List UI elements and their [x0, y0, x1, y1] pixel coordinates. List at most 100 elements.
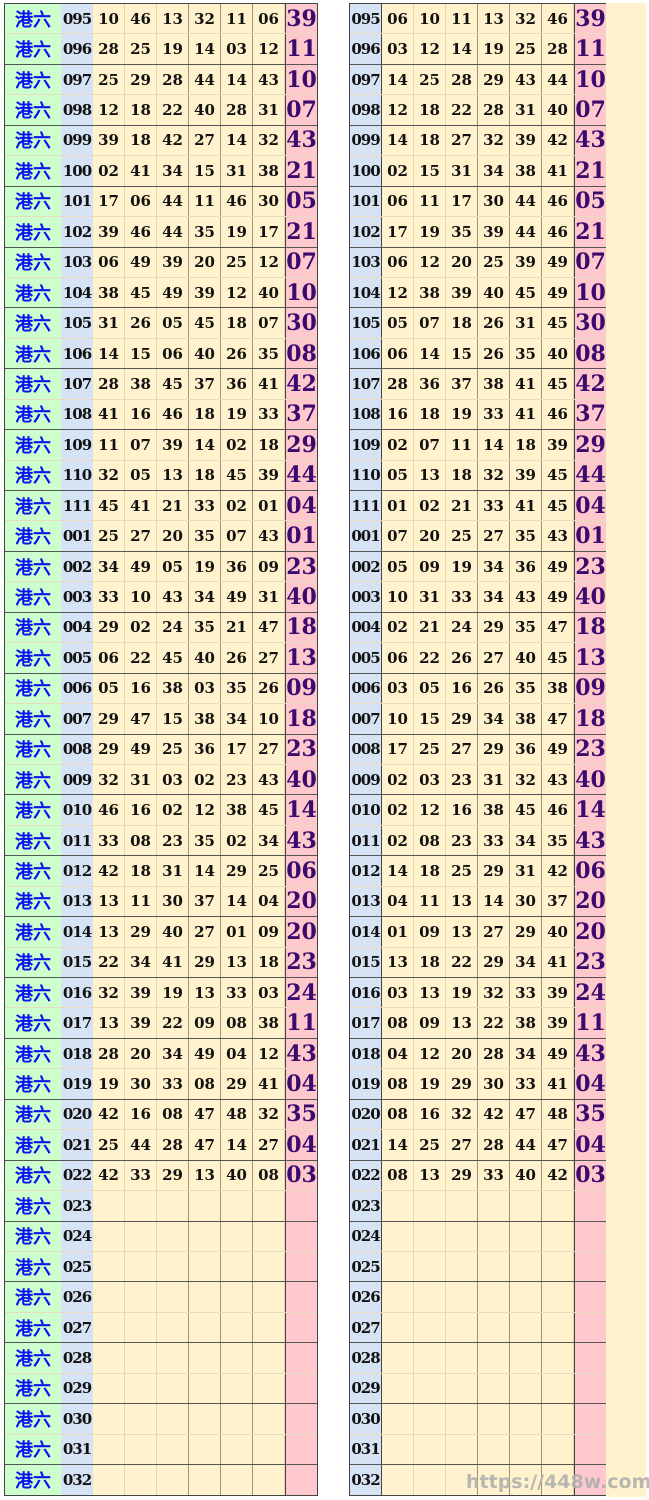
drawn-number: 03 — [382, 34, 414, 64]
lottery-label: 港六 — [5, 399, 61, 430]
drawn-number: 41 — [510, 369, 542, 399]
drawn-number: 42 — [478, 1099, 510, 1130]
drawn-number — [414, 1343, 446, 1373]
drawn-number — [414, 1282, 446, 1312]
drawn-number: 08 — [382, 1160, 414, 1191]
drawn-number: 49 — [125, 247, 157, 277]
drawn-number: 49 — [157, 277, 189, 308]
drawn-number: 19 — [446, 551, 478, 582]
issue-number: 025 — [350, 1251, 382, 1282]
drawn-number: 35 — [510, 612, 542, 643]
drawn-number: 06 — [157, 338, 189, 369]
drawn-number: 28 — [221, 95, 253, 125]
lottery-label: 港六 — [5, 704, 61, 734]
drawn-number: 16 — [446, 795, 478, 825]
special-number: 24 — [285, 978, 317, 1008]
drawn-number: 29 — [510, 917, 542, 947]
drawn-number: 28 — [93, 34, 125, 64]
draw-results-table: 港六 095 10 46 13 32 11 06 39 港六 096 28 25 19 14 03 12 11 港六… — [4, 3, 318, 1497]
drawn-number: 49 — [542, 247, 574, 277]
drawn-number: 34 — [93, 551, 125, 582]
issue-number: 001 — [350, 521, 382, 551]
drawn-number: 22 — [157, 1008, 189, 1038]
table-row: 005 06 22 26 27 40 45 13 — [350, 643, 606, 674]
drawn-number — [125, 1343, 157, 1373]
drawn-number: 17 — [93, 186, 125, 217]
drawn-number: 42 — [93, 856, 125, 886]
drawn-number — [125, 1434, 157, 1464]
drawn-number — [510, 1343, 542, 1373]
drawn-number: 45 — [510, 277, 542, 308]
drawn-number: 45 — [157, 643, 189, 673]
drawn-number — [189, 1191, 221, 1221]
drawn-number — [478, 1282, 510, 1312]
table-row: 港六 030 — [5, 1404, 317, 1435]
drawn-number: 11 — [93, 430, 125, 460]
drawn-number: 16 — [446, 673, 478, 704]
drawn-number: 07 — [253, 308, 285, 338]
drawn-number: 02 — [221, 430, 253, 460]
drawn-number: 05 — [382, 551, 414, 582]
drawn-number: 46 — [542, 186, 574, 217]
lottery-label: 港六 — [5, 460, 61, 490]
drawn-number: 02 — [382, 156, 414, 186]
drawn-number: 38 — [93, 277, 125, 308]
drawn-number: 30 — [125, 1069, 157, 1099]
drawn-number: 38 — [510, 156, 542, 186]
drawn-number — [93, 1465, 125, 1496]
issue-number: 027 — [350, 1312, 382, 1343]
issue-number: 011 — [350, 825, 382, 856]
drawn-number: 06 — [125, 186, 157, 217]
drawn-number: 20 — [189, 247, 221, 277]
issue-number: 111 — [350, 491, 382, 521]
special-number: 14 — [574, 795, 606, 825]
drawn-number: 26 — [125, 308, 157, 338]
table-row: 010 02 12 16 38 45 46 14 — [350, 795, 606, 826]
drawn-number: 19 — [446, 399, 478, 430]
drawn-number — [414, 1221, 446, 1251]
table-row: 011 02 08 23 33 34 35 43 — [350, 825, 606, 857]
table-row: 港六 005 06 22 45 40 26 27 13 — [5, 643, 317, 674]
drawn-number: 33 — [510, 1069, 542, 1099]
special-number: 35 — [285, 1099, 317, 1130]
drawn-number: 19 — [414, 217, 446, 247]
drawn-number: 46 — [125, 4, 157, 34]
lottery-label: 港六 — [5, 856, 61, 886]
drawn-number — [189, 1251, 221, 1282]
special-number: 04 — [285, 1069, 317, 1099]
drawn-number: 28 — [382, 369, 414, 399]
table-row: 港六 006 05 16 38 03 35 26 09 — [5, 673, 317, 705]
drawn-number: 40 — [510, 1160, 542, 1191]
issue-number: 015 — [61, 947, 93, 977]
lottery-label: 港六 — [5, 1312, 61, 1343]
drawn-number: 47 — [542, 704, 574, 734]
lottery-label: 港六 — [5, 4, 61, 34]
drawn-number: 25 — [221, 247, 253, 277]
drawn-number — [382, 1312, 414, 1343]
drawn-number: 08 — [382, 1099, 414, 1130]
drawn-number: 41 — [542, 947, 574, 977]
lottery-label: 港六 — [5, 1069, 61, 1099]
table-row: 102 17 19 35 39 44 46 21 — [350, 217, 606, 248]
drawn-number: 09 — [253, 551, 285, 582]
drawn-number: 07 — [125, 430, 157, 460]
issue-number: 110 — [350, 460, 382, 490]
drawn-number: 37 — [542, 886, 574, 917]
special-number: 24 — [574, 978, 606, 1008]
drawn-number: 39 — [542, 430, 574, 460]
drawn-number: 06 — [382, 643, 414, 673]
drawn-number: 31 — [253, 95, 285, 125]
drawn-number — [125, 1465, 157, 1496]
table-row: 028 — [350, 1343, 606, 1374]
table-row: 003 10 31 33 34 43 49 40 — [350, 582, 606, 613]
drawn-number: 36 — [189, 734, 221, 764]
drawn-number — [189, 1373, 221, 1404]
drawn-number: 47 — [542, 1130, 574, 1160]
drawn-number: 25 — [414, 1130, 446, 1160]
table-row: 港六 019 19 30 33 08 29 41 04 — [5, 1069, 317, 1100]
drawn-number: 14 — [189, 34, 221, 64]
table-row: 港六 104 38 45 49 39 12 40 10 — [5, 277, 317, 309]
drawn-number: 39 — [157, 247, 189, 277]
drawn-number: 18 — [414, 95, 446, 125]
issue-number: 002 — [350, 551, 382, 582]
